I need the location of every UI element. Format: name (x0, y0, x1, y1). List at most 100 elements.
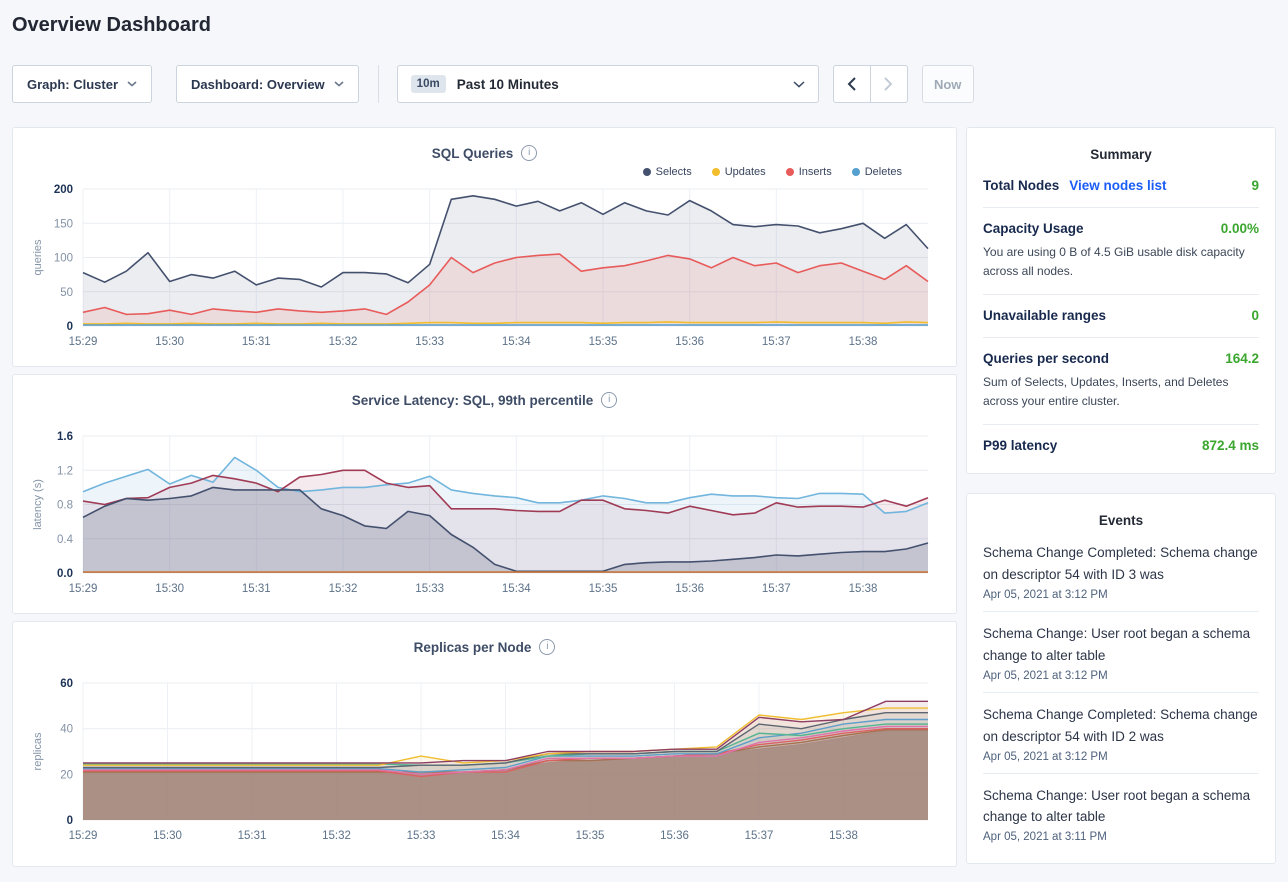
svg-text:15:36: 15:36 (660, 830, 689, 842)
legend-item: Inserts (785, 166, 832, 178)
summary-label: Unavailable ranges (983, 308, 1107, 324)
svg-text:15:33: 15:33 (415, 583, 444, 595)
svg-text:0.4: 0.4 (57, 534, 74, 546)
svg-text:150: 150 (54, 218, 73, 230)
svg-text:15:37: 15:37 (762, 336, 791, 348)
time-range-pager (832, 65, 908, 103)
svg-text:15:37: 15:37 (745, 830, 774, 842)
chart-panel-sql-queries: SQL Queries i Selects Updates Inserts Delet… (12, 127, 957, 367)
chart-title: Service Latency: SQL, 99th percentile (351, 392, 594, 408)
info-icon[interactable]: i (601, 392, 618, 408)
svg-text:0: 0 (67, 321, 73, 333)
time-range-selector[interactable]: 10m Past 10 Minutes (396, 65, 819, 103)
graph-dropdown[interactable]: Graph: Cluster (12, 65, 153, 103)
prev-range-button[interactable] (832, 65, 871, 103)
chevron-left-icon (847, 77, 856, 91)
dashboard-dropdown[interactable]: Dashboard: Overview (176, 65, 359, 103)
summary-desc: You are using 0 B of 4.5 GiB usable disk… (983, 245, 1245, 278)
graph-dropdown-label: Graph: Cluster (27, 76, 119, 92)
svg-text:15:35: 15:35 (589, 583, 618, 595)
event-item: Schema Change: User root began a schema … (983, 611, 1259, 692)
event-text: Schema Change: User root began a schema … (983, 626, 1251, 663)
info-icon[interactable]: i (539, 639, 556, 655)
legend-dot-icon (711, 167, 720, 176)
legend-dot-icon (785, 167, 794, 176)
legend-spacer (27, 408, 942, 429)
main-content: SQL Queries i Selects Updates Inserts Delet… (12, 127, 1276, 867)
capacity-value: 0.00% (1220, 221, 1259, 236)
replicas-chart[interactable]: 15:29 15:30 15:31 15:32 15:33 15:34 15:35 15:36… (27, 676, 942, 857)
next-range-button[interactable] (869, 65, 908, 103)
svg-text:0.0: 0.0 (57, 568, 73, 580)
svg-text:15:34: 15:34 (491, 830, 520, 842)
chart-legend: Selects Updates Inserts Deletes (27, 161, 942, 182)
view-nodes-link[interactable]: View nodes list (1069, 178, 1167, 193)
total-nodes-value: 9 (1251, 178, 1259, 193)
event-text: Schema Change Completed: Schema change o… (983, 706, 1258, 744)
svg-text:15:35: 15:35 (576, 830, 605, 842)
chart-svg: 15:29 15:30 15:31 15:32 15:33 15:34 15:35 15:36… (32, 678, 928, 842)
svg-text:15:30: 15:30 (155, 336, 184, 348)
dashboard-controls: Graph: Cluster Dashboard: Overview 10m P… (12, 65, 1276, 103)
dashboard-dropdown-label: Dashboard: Overview (191, 76, 325, 92)
summary-label: P99 latency (983, 438, 1058, 454)
chart-svg: 15:29 15:30 15:31 15:32 15:33 15:34 15:35 15:36… (32, 431, 929, 595)
summary-row-total-nodes: Total Nodes View nodes list 9 (983, 165, 1259, 207)
latency-chart[interactable]: 15:29 15:30 15:31 15:32 15:33 15:34 15:35 15:36… (27, 429, 942, 610)
svg-text:queries: queries (32, 239, 44, 276)
svg-text:15:34: 15:34 (502, 583, 531, 595)
controls-divider (377, 65, 379, 103)
svg-text:15:30: 15:30 (153, 830, 182, 842)
chart-panel-replicas: Replicas per Node i 15:29 15:30 15:31 15:32… (12, 621, 957, 867)
chevron-down-icon (793, 80, 805, 88)
chevron-right-icon (884, 77, 893, 91)
svg-text:60: 60 (60, 678, 73, 690)
svg-text:replicas: replicas (32, 732, 44, 770)
legend-item: Deletes (851, 166, 902, 178)
summary-row-qps: Queries per second 164.2 Sum of Selects,… (983, 337, 1259, 424)
svg-text:200: 200 (54, 184, 73, 196)
svg-text:15:33: 15:33 (415, 336, 444, 348)
svg-text:0: 0 (67, 815, 73, 827)
summary-label: Capacity Usage (983, 221, 1084, 236)
time-range-label: Past 10 Minutes (456, 76, 559, 92)
chart-svg: 15:29 15:30 15:31 15:32 15:33 15:34 15:35 15:36… (32, 184, 929, 348)
events-title: Events (1098, 513, 1144, 529)
legend-dot-icon (642, 167, 651, 176)
now-button[interactable]: Now (921, 65, 974, 103)
svg-text:15:32: 15:32 (322, 830, 351, 842)
event-item: Schema Change: User root began a schema … (983, 772, 1259, 854)
svg-text:15:31: 15:31 (242, 583, 271, 595)
event-date: Apr 05, 2021 at 3:12 PM (983, 589, 1108, 602)
legend-spacer (27, 655, 942, 676)
svg-text:1.2: 1.2 (57, 465, 73, 477)
svg-text:15:32: 15:32 (329, 583, 358, 595)
svg-text:15:31: 15:31 (242, 336, 271, 348)
svg-text:15:38: 15:38 (849, 583, 878, 595)
svg-text:15:29: 15:29 (69, 336, 98, 348)
sql-queries-chart[interactable]: 15:29 15:30 15:31 15:32 15:33 15:34 15:35 15:36… (27, 182, 942, 363)
event-date: Apr 05, 2021 at 3:12 PM (983, 750, 1108, 763)
svg-text:15:36: 15:36 (675, 583, 704, 595)
info-icon[interactable]: i (521, 145, 538, 161)
svg-text:15:38: 15:38 (849, 336, 878, 348)
svg-text:latency (s): latency (s) (32, 479, 44, 530)
legend-item: Selects (642, 166, 692, 178)
svg-text:15:35: 15:35 (589, 336, 618, 348)
summary-label: Queries per second (983, 351, 1110, 367)
charts-column: SQL Queries i Selects Updates Inserts Delet… (12, 127, 957, 867)
summary-row-p99: P99 latency 872.4 ms (983, 424, 1259, 467)
summary-desc: Sum of Selects, Updates, Inserts, and De… (983, 375, 1229, 408)
page-title: Overview Dashboard (12, 14, 211, 36)
time-range-badge: 10m (410, 75, 446, 93)
events-panel: Events Schema Change Completed: Schema c… (966, 493, 1276, 865)
svg-text:40: 40 (60, 724, 73, 736)
event-text: Schema Change Completed: Schema change o… (983, 545, 1258, 583)
event-date: Apr 05, 2021 at 3:12 PM (983, 669, 1108, 682)
svg-text:15:29: 15:29 (69, 830, 98, 842)
svg-text:15:31: 15:31 (238, 830, 267, 842)
summary-label: Total Nodes (983, 178, 1060, 193)
svg-text:15:37: 15:37 (762, 583, 791, 595)
legend-dot-icon (851, 167, 860, 176)
svg-text:50: 50 (60, 287, 73, 299)
